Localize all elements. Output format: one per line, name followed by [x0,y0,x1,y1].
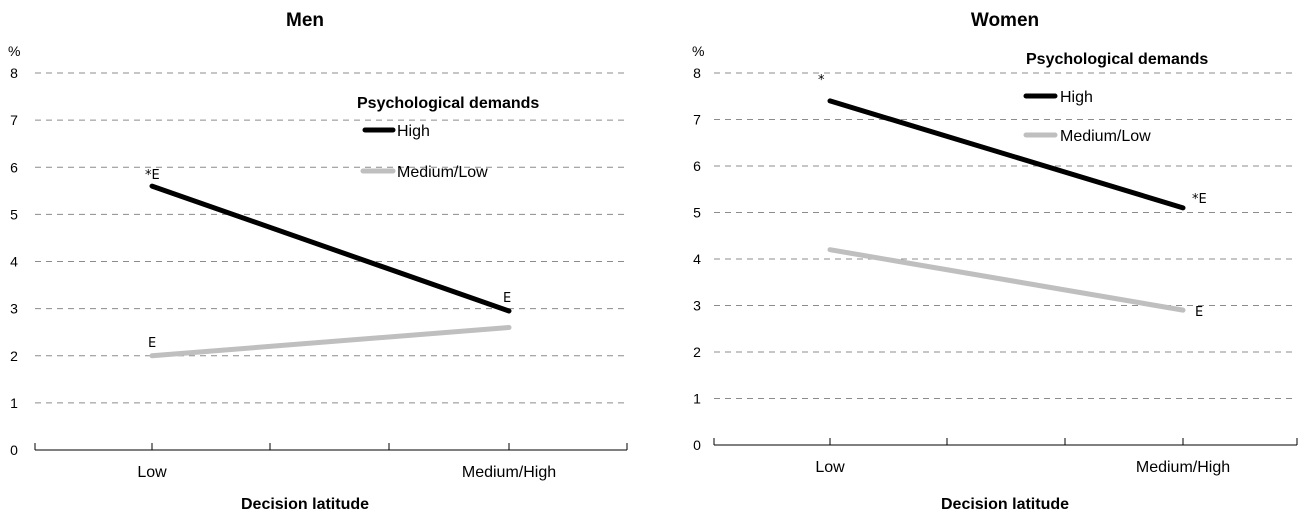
data-note-label: *E [145,168,160,183]
legend-title: Psychological demands [1026,51,1208,68]
y-tick-label: 0 [693,437,701,453]
legend-label: High [397,123,430,140]
data-note-label: * [818,73,825,88]
x-category-label: Low [815,459,845,476]
y-tick-label: 7 [693,112,701,128]
y-tick-label: 1 [693,391,701,407]
y-tick-label: 0 [10,442,18,458]
series-line-high [827,98,1186,211]
legend-label: High [1060,89,1093,106]
data-note-label: *E [1192,192,1207,207]
y-tick-label: 6 [693,158,701,174]
x-category-label: Medium/High [462,464,556,481]
y-tick-label: 2 [693,344,701,360]
x-category-label: Low [137,464,167,481]
y-tick-label: 1 [10,395,18,411]
x-axis-title: Decision latitude [241,496,369,513]
y-tick-label: 3 [693,298,701,314]
data-note-label: E [148,336,156,351]
series-line-medium-low [827,247,1186,313]
y-tick-label: 8 [693,65,701,81]
y-unit-label: % [692,43,704,59]
y-tick-label: 4 [10,254,18,270]
panel-title: Men [286,10,324,31]
y-unit-label: % [8,43,20,59]
x-category-label: Medium/High [1136,459,1230,476]
legend-label: Medium/Low [1060,128,1151,145]
y-tick-label: 8 [10,65,18,81]
data-note-label: E [1195,305,1203,320]
y-tick-label: 5 [10,206,18,222]
y-tick-label: 2 [10,348,18,364]
legend-title: Psychological demands [357,95,539,112]
legend-label: Medium/Low [397,164,488,181]
y-tick-label: 6 [10,159,18,175]
y-tick-label: 5 [693,205,701,221]
y-tick-label: 3 [10,301,18,317]
data-note-label: E [503,291,511,306]
y-tick-label: 4 [693,251,701,267]
series-line-medium-low [149,324,512,359]
y-tick-label: 7 [10,112,18,128]
panel-title: Women [971,10,1039,31]
x-axis-title: Decision latitude [941,496,1069,513]
series-line-high [149,183,512,314]
